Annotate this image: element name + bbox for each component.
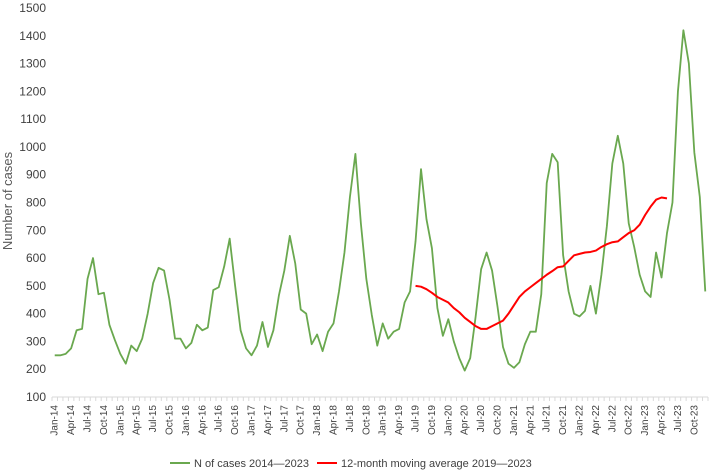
x-tick-label: Jan-22	[575, 405, 586, 436]
y-tick-label: 400	[26, 307, 46, 321]
y-tick-label: 1200	[19, 84, 46, 98]
x-tick-label: Jul-22	[607, 405, 618, 433]
x-tick-label: Apr-20	[460, 405, 471, 435]
series-layer	[54, 29, 707, 372]
series-line-moving-average	[415, 196, 668, 330]
y-tick-label: 800	[26, 196, 46, 210]
x-tick-label: Apr-16	[197, 405, 208, 435]
x-tick-label: Oct-14	[99, 405, 110, 435]
x-tick-label: Jul-15	[148, 405, 159, 433]
x-tick-label: Jan-16	[181, 405, 192, 436]
y-tick-label: 300	[26, 334, 46, 348]
x-tick-label: Oct-23	[689, 405, 700, 435]
x-tick-label: Oct-20	[493, 405, 504, 435]
x-tick-label: Jan-15	[115, 405, 126, 436]
x-tick-label: Apr-23	[657, 405, 668, 435]
legend: N of cases 2014—2023 12-month moving ave…	[170, 458, 532, 470]
x-tick-label: Jan-21	[509, 405, 520, 436]
x-tick-label: Apr-19	[394, 405, 405, 435]
x-tick-label: Apr-15	[132, 405, 143, 435]
x-tick-label: Jan-19	[378, 405, 389, 436]
x-tick-label: Oct-15	[165, 405, 176, 435]
series-line-cases	[54, 29, 707, 372]
x-tick-label: Jul-14	[83, 405, 94, 433]
x-tick-label: Oct-21	[558, 405, 569, 435]
y-tick-label: 1300	[19, 57, 46, 71]
x-tick-label: Apr-14	[66, 405, 77, 435]
x-axis: Jan-14 Apr-14 Jul-14 Oct-14 Jan-15 Apr-15 Jul-…	[50, 396, 709, 436]
legend-label-cases: N of cases 2014—2023	[194, 458, 309, 470]
x-tick-label: Jul-18	[345, 405, 356, 433]
x-tick-label: Jan-17	[247, 405, 258, 436]
y-tick-label: 200	[26, 362, 46, 376]
x-tick-label: Apr-18	[329, 405, 340, 435]
x-tick-label: Jul-21	[542, 405, 553, 433]
x-tick-label: Oct-19	[427, 405, 438, 435]
x-tick-label: Oct-16	[230, 405, 241, 435]
x-tick-label: Jan-14	[50, 405, 61, 436]
x-tick-label: Jan-20	[443, 405, 454, 436]
y-tick-label: 1500	[19, 1, 46, 15]
y-tick-label: 1400	[19, 29, 46, 43]
x-tick-label: Oct-22	[624, 405, 635, 435]
x-tick-label: Oct-17	[296, 405, 307, 435]
y-tick-label: 500	[26, 279, 46, 293]
y-tick-label: 600	[26, 251, 46, 265]
x-tick-label: Jul-20	[476, 405, 487, 433]
legend-label-moving-average: 12-month moving average 2019—2023	[341, 458, 532, 470]
x-tick-label: Oct-18	[361, 405, 372, 435]
x-tick-label: Jan-23	[640, 405, 651, 436]
x-tick-label: Jul-16	[214, 405, 225, 433]
y-tick-label: 1000	[19, 140, 46, 154]
y-tick-label: 1100	[20, 112, 46, 126]
x-tick-label: Apr-17	[263, 405, 274, 435]
x-tick-label: Jul-23	[673, 405, 684, 433]
y-tick-label: 700	[26, 223, 46, 237]
x-tick-label: Apr-21	[525, 405, 536, 435]
y-axis: 100 200 300 400 500 600 700 800 900 1000 1100 1200 1…	[19, 1, 46, 404]
y-tick-label: 100	[26, 390, 46, 404]
x-tick-label: Jul-19	[411, 405, 422, 433]
y-axis-title: Number of cases	[0, 151, 15, 250]
x-tick-label: Jan-18	[312, 405, 323, 436]
x-tick-label: Jul-17	[279, 405, 290, 433]
x-tick-label: Apr-22	[591, 405, 602, 435]
y-tick-label: 900	[26, 168, 46, 182]
